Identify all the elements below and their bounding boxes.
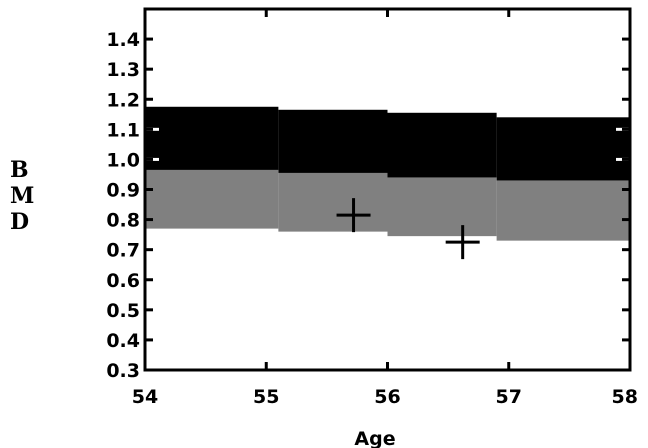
x-tick-label: 57 (496, 386, 522, 408)
y-axis-label-letter: B (10, 157, 29, 183)
x-axis-ticks: 54 55 56 57 58 (132, 9, 638, 408)
y-tick-label: 0.4 (106, 330, 140, 352)
band-0-step-2 (387, 112, 497, 178)
x-axis-label: Age (354, 428, 395, 448)
y-tick-label: 1.1 (106, 119, 140, 141)
band-0-step-1 (278, 109, 388, 173)
x-tick-label: 55 (253, 386, 279, 408)
band-1-step-1 (278, 172, 388, 232)
band-0-step-0 (145, 106, 279, 170)
y-tick-label: 1.4 (106, 29, 140, 51)
y-tick-label: 0.5 (106, 300, 140, 322)
band-0-step-3 (496, 117, 630, 181)
x-tick-label: 58 (612, 386, 638, 408)
data-point-0 (336, 198, 371, 233)
y-tick-label: 0.8 (106, 210, 140, 232)
x-tick-label: 54 (132, 386, 158, 408)
y-axis-label-letter: M (10, 183, 34, 209)
y-tick-label: 0.6 (106, 270, 140, 292)
y-tick-label: 0.3 (106, 360, 140, 382)
data-point-1 (445, 225, 480, 260)
y-axis-ticks: 0.3 0.4 0.5 0.6 0.7 0.8 0.9 1.0 1.1 1.2 1.3 1.4 (106, 29, 630, 382)
reference-bands (145, 106, 630, 241)
y-tick-label: 1.0 (106, 149, 140, 171)
y-tick-label: 0.9 (106, 180, 140, 202)
band-1-step-2 (387, 177, 497, 237)
y-axis-label: BMD (10, 157, 34, 235)
x-tick-label: 56 (374, 386, 400, 408)
y-tick-label: 1.3 (106, 59, 140, 81)
y-tick-label: 1.2 (106, 89, 140, 111)
band-1-step-3 (496, 180, 630, 241)
y-axis-label-letter: D (10, 209, 29, 235)
data-points (336, 198, 480, 260)
band-1-step-0 (145, 169, 279, 229)
y-tick-label: 0.7 (106, 240, 140, 262)
